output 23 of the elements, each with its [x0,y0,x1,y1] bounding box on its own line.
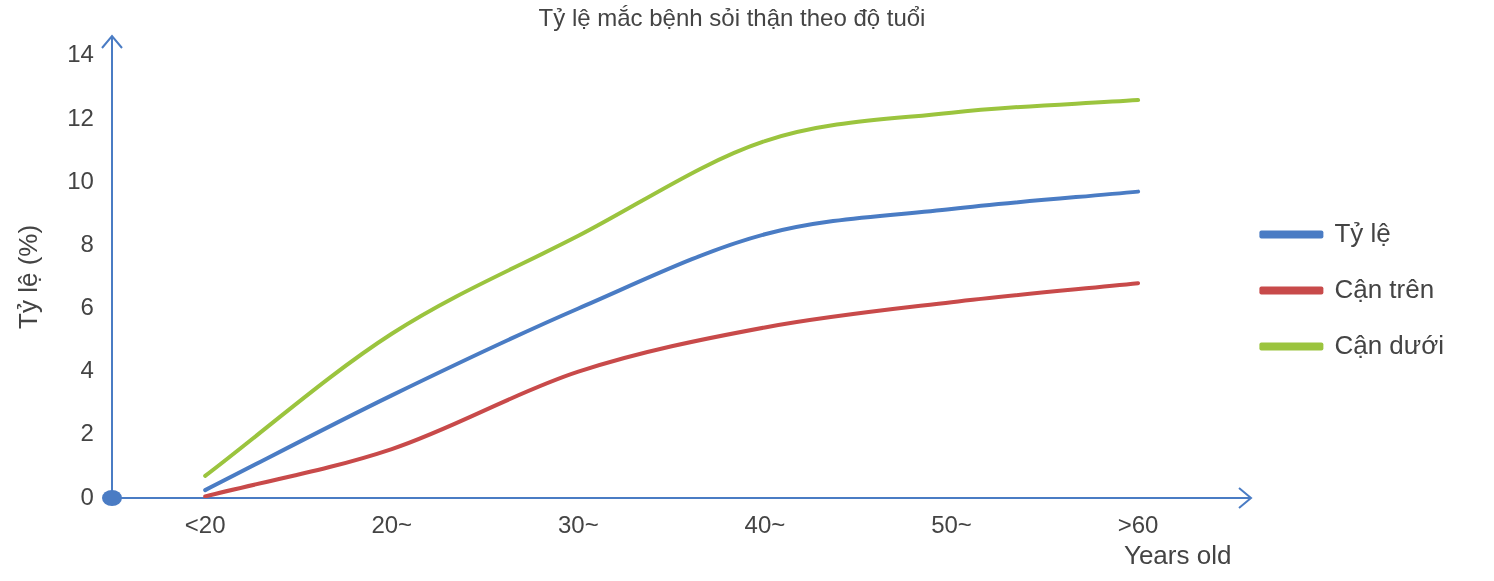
x-tick-label: 40~ [744,511,786,539]
y-tick-label: 10 [67,166,94,194]
y-tick-label: 0 [80,482,94,510]
x-tick-label: 50~ [931,511,972,539]
line-series [203,98,1141,478]
y-tick-label: 14 [67,40,94,68]
line-series [203,281,1141,498]
legend-label: Cận dưới [1334,329,1445,360]
line-series [203,189,1141,493]
x-tick-label: <20 [184,511,226,539]
y-tick-label: 4 [80,356,94,384]
x-tick-label: 30~ [557,511,599,539]
y-tick-label: 8 [80,229,94,257]
x-axis-title: Years old [1123,539,1232,570]
y-tick-label: 6 [80,293,94,321]
chart-title: Tỷ lệ mắc bệnh sỏi thận theo độ tuổi [538,4,926,32]
legend-label: Cận trên [1334,273,1435,304]
x-tick-label: 20~ [371,511,413,539]
x-tick-label: >60 [1117,511,1159,539]
y-axis-title: Tỷ lệ (%) [12,224,43,329]
y-tick-label: 2 [80,419,94,447]
y-tick-label: 12 [67,103,94,131]
legend-label: Tỷ lệ [1334,217,1391,248]
